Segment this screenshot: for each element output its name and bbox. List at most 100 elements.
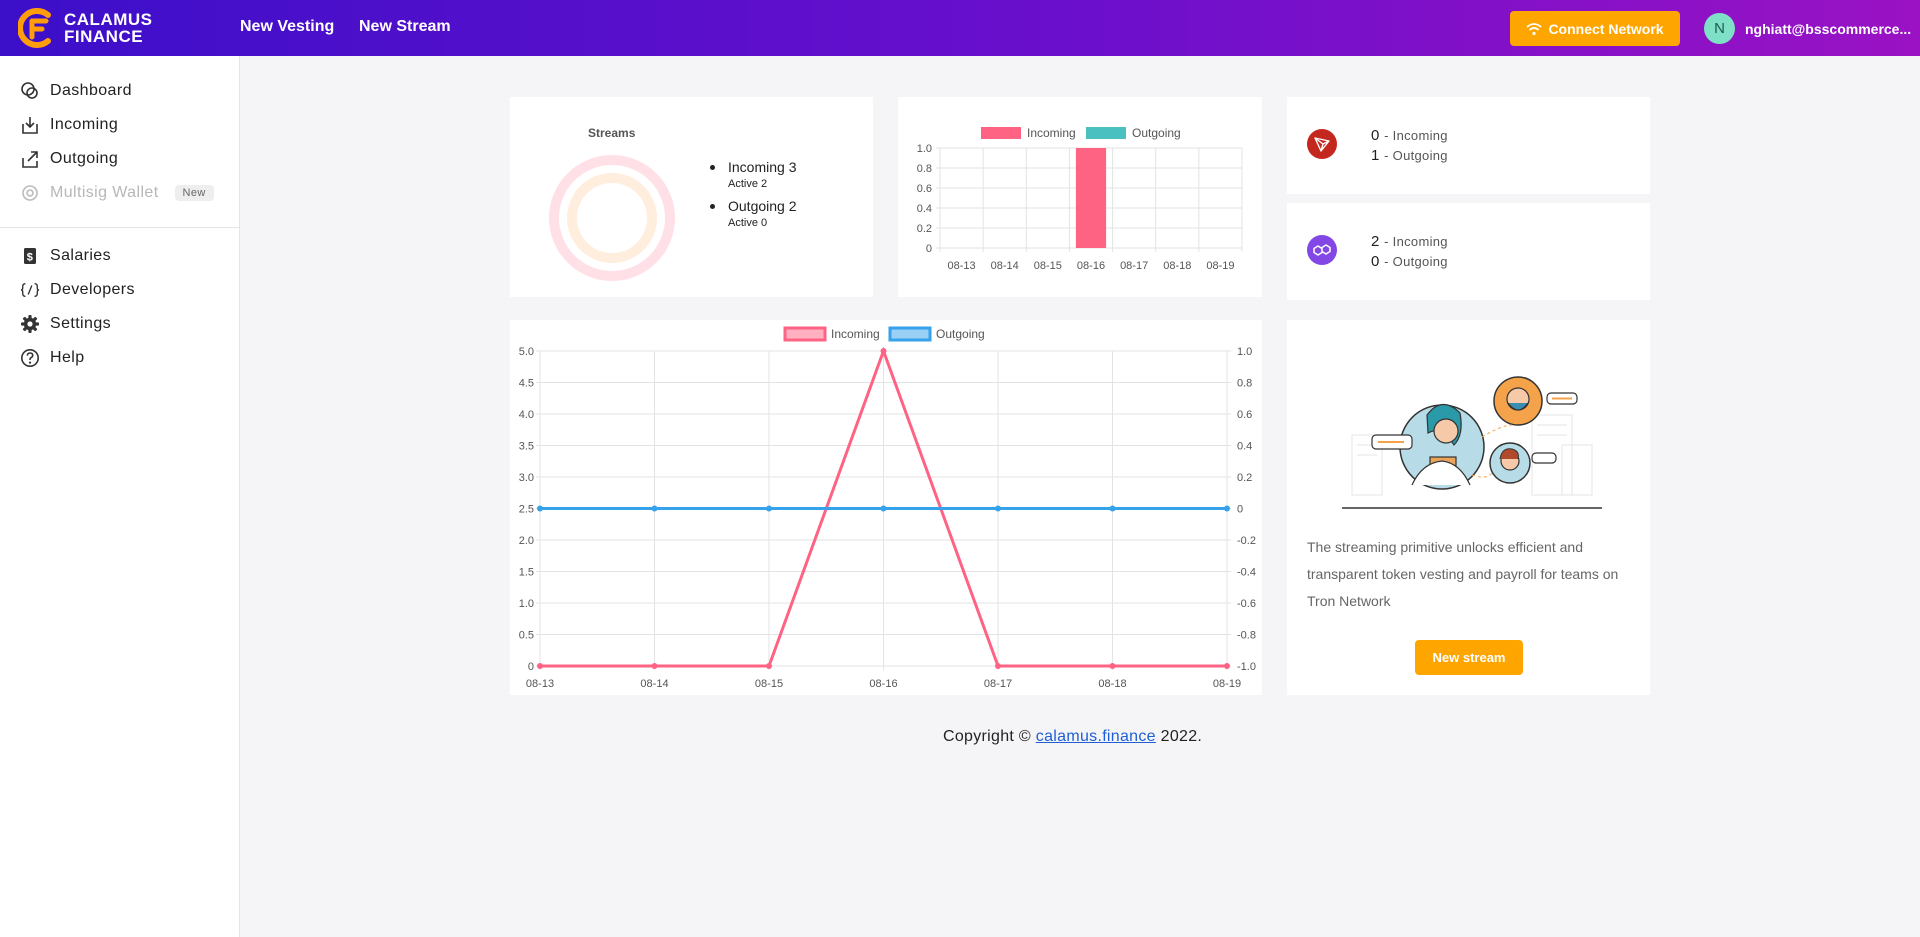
x-tick-label: 08-18 xyxy=(1163,260,1191,272)
y-left-tick-label: 4.5 xyxy=(519,378,534,390)
multisig-icon xyxy=(20,183,40,203)
donut-ring-outer xyxy=(549,155,675,281)
x-tick-label: 08-15 xyxy=(1034,260,1062,272)
y-left-tick-label: 0 xyxy=(528,661,534,673)
copyright-prefix: Copyright © xyxy=(943,728,1032,745)
x-tick-label: 08-19 xyxy=(1206,260,1234,272)
list-item: Incoming 3 Active 2 xyxy=(710,159,797,190)
point-outgoing xyxy=(537,505,543,512)
bar-incoming xyxy=(1075,148,1107,248)
top-header: CALAMUS FINANCE New Vesting New Stream C… xyxy=(0,0,1920,56)
tron-incoming-label: - Incoming xyxy=(1384,128,1448,143)
polygon-outgoing-label: - Outgoing xyxy=(1384,254,1448,269)
sidebar-item-outgoing[interactable]: Outgoing xyxy=(20,149,118,169)
outgoing-icon xyxy=(20,149,40,169)
team-illustration xyxy=(1342,376,1602,509)
point-outgoing xyxy=(651,505,658,512)
sidebar-item-developers[interactable]: Developers xyxy=(20,280,135,300)
legend-label-incoming: Incoming xyxy=(1027,126,1076,140)
sidebar-item-label: Incoming xyxy=(50,116,119,133)
x-tick-label: 08-17 xyxy=(984,678,1012,690)
y-right-tick-label: -0.4 xyxy=(1237,567,1256,579)
salaries-icon: $ xyxy=(20,246,40,266)
y-left-tick-label: 1.0 xyxy=(519,598,534,610)
help-icon xyxy=(20,348,40,368)
logo-line1: CALAMUS xyxy=(64,10,153,29)
streams-donut-chart xyxy=(549,155,675,281)
developers-icon xyxy=(20,280,40,300)
new-stream-button[interactable]: New stream xyxy=(1415,640,1523,675)
user-menu[interactable]: N nghiatt@bsscommerce... xyxy=(1704,13,1911,44)
sidebar-item-label: Outgoing xyxy=(50,150,119,167)
sidebar-item-incoming[interactable]: Incoming xyxy=(20,115,118,135)
y-tick-label: 0 xyxy=(926,243,932,255)
user-email: nghiatt@bsscommerce... xyxy=(1745,20,1912,37)
point-incoming xyxy=(766,663,772,669)
point-outgoing xyxy=(1109,505,1116,512)
x-tick-label: 08-14 xyxy=(640,678,668,690)
tron-network-card: 0 - Incoming 1 - Outgoing xyxy=(1287,97,1650,194)
point-outgoing xyxy=(766,505,772,512)
stream-sub: Active 2 xyxy=(728,178,768,190)
sidebar-item-help[interactable]: Help xyxy=(20,348,85,368)
point-outgoing xyxy=(880,505,887,512)
polygon-incoming-label: - Incoming xyxy=(1384,234,1448,249)
connect-network-label: Connect Network xyxy=(1548,20,1664,37)
sidebar-item-multisig-wallet[interactable]: Multisig Wallet New xyxy=(20,183,214,203)
stream-label: Outgoing 2 xyxy=(728,198,797,214)
legend-label-outgoing: Outgoing xyxy=(1132,126,1181,140)
y-right-tick-label: 1.0 xyxy=(1237,346,1252,358)
y-tick-label: 0.6 xyxy=(917,183,932,195)
sidebar: Dashboard Incoming Outgoing Multisig Wal… xyxy=(0,56,240,937)
svg-text:$: $ xyxy=(27,252,34,264)
connect-network-button[interactable]: Connect Network xyxy=(1510,11,1680,46)
x-tick-label: 08-15 xyxy=(755,678,783,690)
legend-swatch-incoming xyxy=(981,127,1021,139)
footer: Copyright © calamus.finance 2022. xyxy=(943,728,1202,746)
polygon-incoming-count: 2 xyxy=(1371,233,1380,250)
calamus-finance-link[interactable]: calamus.finance xyxy=(1035,728,1156,745)
x-tick-label: 08-19 xyxy=(1213,678,1241,690)
legend-label-incoming: Incoming xyxy=(831,327,880,341)
promo-card: The streaming primitive unlocks efficien… xyxy=(1287,320,1650,695)
y-right-tick-label: -1.0 xyxy=(1237,661,1256,673)
wifi-icon xyxy=(1526,22,1543,35)
y-right-tick-label: 0.2 xyxy=(1237,472,1252,484)
legend-swatch-outgoing xyxy=(888,326,932,342)
new-badge: New xyxy=(174,185,214,201)
y-left-tick-label: 5.0 xyxy=(519,346,534,358)
nav-new-stream[interactable]: New Stream xyxy=(359,18,451,35)
nav-new-vesting[interactable]: New Vesting xyxy=(240,18,335,35)
logo-line2: FINANCE xyxy=(64,27,144,46)
sidebar-item-label: Dashboard xyxy=(50,82,132,99)
line-chart: Incoming Outgoing 5.0 1.0 4.5 0.8 4.0 0.6 3.5 0.4… xyxy=(519,326,1256,690)
polygon-icon xyxy=(1307,235,1337,265)
polygon-stats: 2 - Incoming 0 - Outgoing xyxy=(1371,233,1448,273)
bar-chart-card: Incoming Outgoing 1.0 0.8 0.6 0.4 0.2 0 08-13 08-… xyxy=(898,97,1262,297)
logo[interactable]: CALAMUS FINANCE xyxy=(18,7,153,49)
streams-card: Streams Incoming 3 Active 2 Outgoing 2 A… xyxy=(510,97,873,297)
point-outgoing xyxy=(995,505,1001,512)
x-tick-label: 08-13 xyxy=(526,678,554,690)
sidebar-divider xyxy=(0,227,240,228)
list-item: Outgoing 2 Active 0 xyxy=(710,198,797,229)
legend-swatch-incoming xyxy=(783,326,827,342)
stream-sub: Active 0 xyxy=(728,217,768,229)
x-tick-label: 08-13 xyxy=(948,260,976,272)
y-tick-label: 1.0 xyxy=(917,143,932,155)
sidebar-item-dashboard[interactable]: Dashboard xyxy=(20,81,132,101)
point-incoming xyxy=(995,663,1001,669)
y-right-tick-label: 0.8 xyxy=(1237,378,1252,390)
streams-title: Streams xyxy=(588,126,636,140)
legend-swatch-outgoing xyxy=(1086,127,1126,139)
y-left-tick-label: 3.0 xyxy=(519,472,534,484)
point-incoming xyxy=(651,663,658,669)
sidebar-item-settings[interactable]: Settings xyxy=(20,314,111,334)
sidebar-item-salaries[interactable]: $ Salaries xyxy=(20,246,111,266)
tron-incoming: 0 - Incoming xyxy=(1371,127,1448,144)
streams-list: Incoming 3 Active 2 Outgoing 2 Active 0 xyxy=(710,159,797,237)
stream-label: Incoming 3 xyxy=(728,159,797,175)
legend-label-outgoing: Outgoing xyxy=(936,327,985,341)
point-incoming xyxy=(880,348,887,354)
y-right-tick-label: 0.4 xyxy=(1237,441,1252,453)
